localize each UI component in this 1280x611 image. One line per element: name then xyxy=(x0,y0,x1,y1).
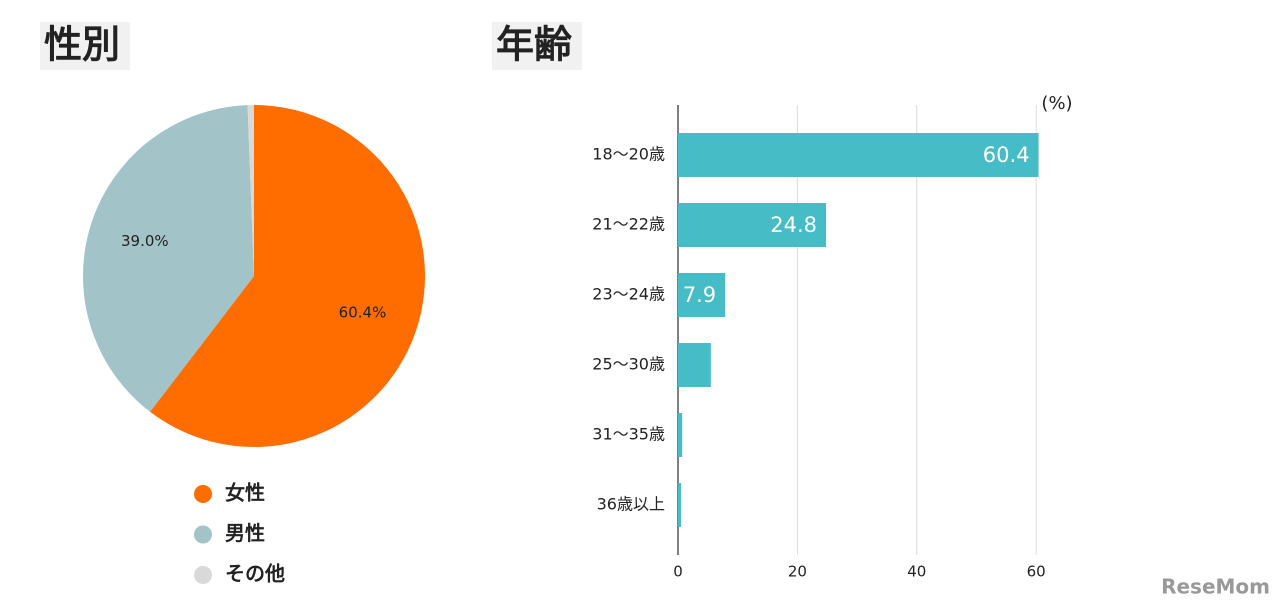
y-tick-label: 21〜22歳 xyxy=(592,215,665,234)
title-bg xyxy=(492,22,582,70)
slice-label: 39.0% xyxy=(121,232,169,250)
x-tick-label: 60 xyxy=(1027,563,1046,581)
bar xyxy=(678,203,827,247)
legend-swatch xyxy=(194,566,212,584)
x-tick-label: 0 xyxy=(673,563,683,581)
bar-label: 60.4 xyxy=(983,143,1030,167)
legend-label: 男性 xyxy=(225,521,265,545)
slice-label: 60.4% xyxy=(339,303,387,321)
y-tick-label: 23〜24歳 xyxy=(592,285,665,304)
y-tick-label: 36歳以上 xyxy=(597,495,665,514)
x-tick-label: 40 xyxy=(907,563,926,581)
bar-label: 7.9 xyxy=(683,283,716,307)
bar xyxy=(678,133,1039,177)
legend-swatch xyxy=(194,485,212,503)
pie-slice xyxy=(150,105,425,447)
pie-slice xyxy=(247,105,254,276)
title-bg xyxy=(40,22,130,70)
bar xyxy=(678,343,711,387)
legend-label: その他 xyxy=(225,562,285,586)
bar xyxy=(678,273,726,317)
legend-swatch xyxy=(194,525,212,544)
chart-title: 性別 xyxy=(44,23,120,67)
bar xyxy=(678,413,683,457)
x-tick-label: 20 xyxy=(788,563,807,581)
y-tick-label: 25〜30歳 xyxy=(592,355,665,374)
bar xyxy=(678,483,681,527)
pie-slice xyxy=(82,105,254,412)
unit-label: (%) xyxy=(1041,93,1072,114)
chart-title: 年齢 xyxy=(496,23,572,67)
watermark: ReseMom xyxy=(1161,575,1270,599)
legend-label: 女性 xyxy=(225,481,265,505)
bar-label: 24.8 xyxy=(770,213,817,237)
y-tick-label: 18〜20歳 xyxy=(592,145,665,164)
y-tick-label: 31〜35歳 xyxy=(592,425,665,444)
